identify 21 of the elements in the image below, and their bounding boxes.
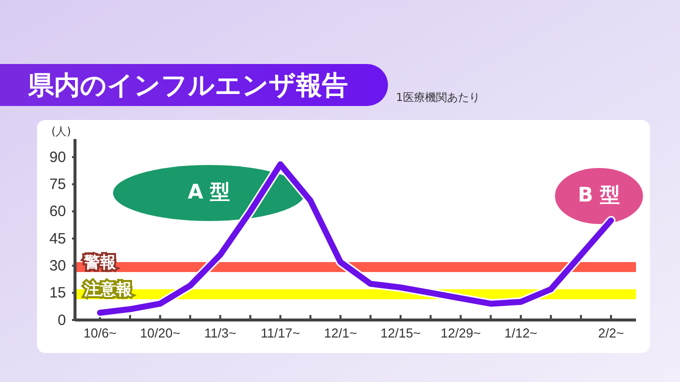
x-tick-label: 12/29~ bbox=[440, 325, 482, 340]
x-tick-label: 12/15~ bbox=[380, 325, 422, 340]
y-tick-label: 60 bbox=[49, 203, 66, 220]
chart-title: 県内のインフルエンザ報告 bbox=[27, 71, 348, 101]
x-tick-label: 1/12~ bbox=[504, 325, 538, 340]
chart-subtitle: 1医療機関あたり bbox=[396, 91, 480, 104]
y-axis-title: (人) bbox=[51, 125, 71, 138]
y-tick-label: 45 bbox=[49, 230, 66, 248]
x-tick-label: 11/17~ bbox=[260, 325, 300, 340]
annotation: B 型 bbox=[578, 182, 620, 206]
y-tick-label: 15 bbox=[49, 284, 66, 302]
x-tick-label: 12/1~ bbox=[324, 325, 358, 340]
x-tick-label: 11/3~ bbox=[204, 325, 237, 340]
x-tick-label: 10/20~ bbox=[140, 325, 181, 340]
y-tick-label: 75 bbox=[49, 176, 66, 194]
y-tick-label: 90 bbox=[49, 148, 66, 166]
annotation: A 型 bbox=[188, 179, 230, 204]
y-tick-label: 0 bbox=[58, 312, 66, 329]
x-tick-label: 2/2~ bbox=[598, 325, 624, 340]
y-tick-label: 30 bbox=[49, 258, 66, 274]
x-tick-label: 10/6~ bbox=[84, 325, 117, 340]
